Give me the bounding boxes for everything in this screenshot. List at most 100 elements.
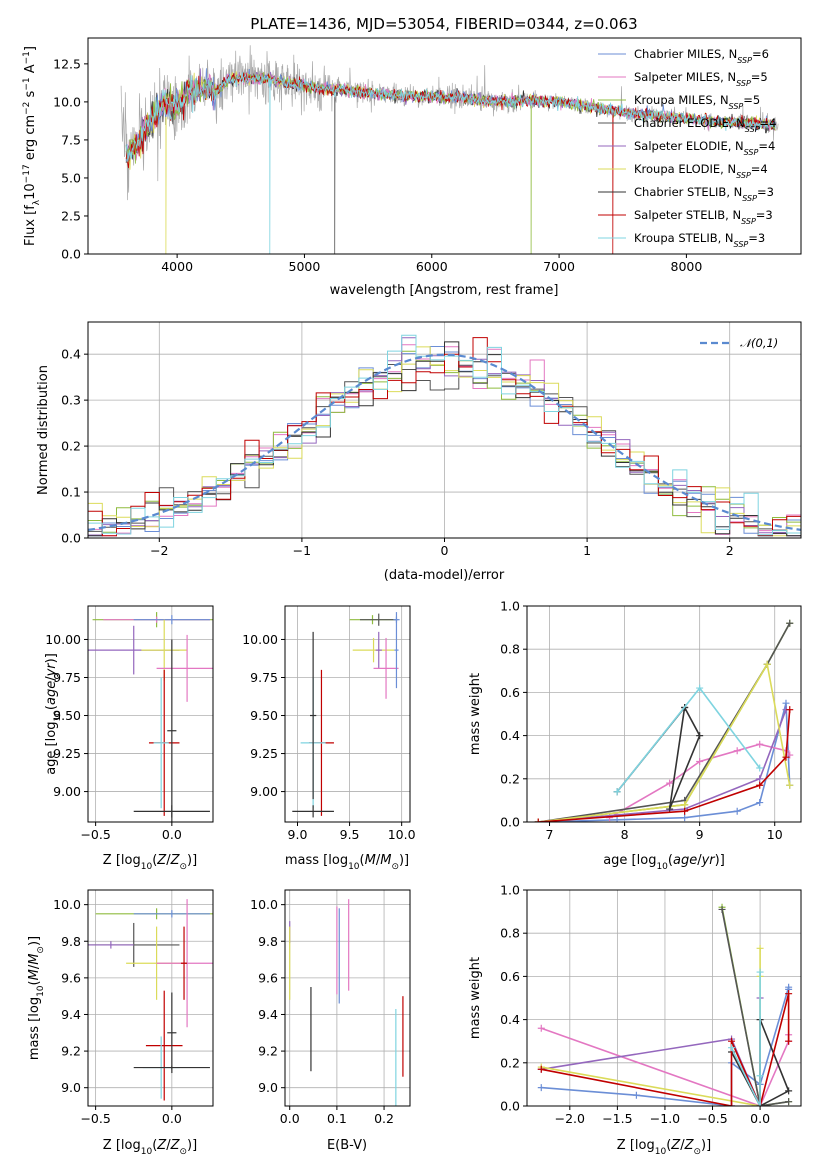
x-tick-label: 7: [546, 827, 554, 842]
weight-marker: [718, 905, 726, 913]
y-axis-label: mass [log10(M/M⊙)]: [27, 936, 46, 1060]
plot-area: [285, 890, 410, 1106]
y-tick-label: 9.25: [250, 746, 278, 761]
y-tick-label: 9.75: [250, 670, 278, 685]
axes-frame: [87, 321, 802, 539]
weight-marker: [613, 816, 621, 822]
plot-area: [527, 606, 801, 822]
y-tick-label: 0.2: [500, 771, 520, 786]
plot-area: [88, 322, 801, 538]
histogram-3: [88, 364, 801, 537]
x-tick-label: −1.5: [602, 1111, 632, 1126]
figure-title: PLATE=1436, MJD=53054, FIBERID=0344, z=0…: [250, 15, 637, 33]
weight-marker: [756, 764, 764, 772]
plot-area: [88, 606, 213, 822]
legend-label: Chabrier MILES, NSSP=6: [634, 47, 769, 65]
y-tick-label: 9.75: [53, 670, 81, 685]
legend-label: Kroupa MILES, NSSP=5: [634, 93, 760, 111]
y-tick-label: 9.2: [61, 1044, 81, 1059]
y-tick-label: 9.2: [258, 1044, 278, 1059]
y-tick-label: 0.2: [500, 1055, 520, 1070]
x-tick-label: 2: [726, 543, 734, 558]
weight-marker: [756, 1102, 764, 1106]
mass-vs-ebv-panel: 0.0 0.1 0.2 9.0 9.2 9.4 9.6 9.8 10.0 E(B-V): [250, 889, 411, 1153]
histogram-2: [88, 350, 801, 537]
weight-marker: [666, 779, 674, 787]
histogram-4: [88, 337, 801, 537]
y-tick-label: 0.3: [61, 393, 81, 408]
histogram-1: [88, 344, 801, 537]
x-tick-label: 7000: [543, 259, 575, 274]
x-tick-label: −0.5: [80, 827, 110, 842]
x-axis-label: E(B-V): [327, 1138, 367, 1153]
weight-series-6: [616, 706, 701, 810]
x-axis-label: Z [log10(Z/Z⊙)]: [103, 853, 197, 872]
x-tick-label: 6000: [416, 259, 448, 274]
weight-series-7: [541, 993, 790, 1106]
weight-marker: [666, 805, 674, 813]
weight-marker: [756, 799, 764, 807]
weight-marker: [696, 684, 704, 692]
x-tick-label: 0.0: [750, 1111, 770, 1126]
y-tick-label: 0.0: [500, 815, 520, 830]
x-tick-label: 9: [696, 827, 704, 842]
x-axis-label: (data-model)/error: [384, 568, 505, 583]
massweight-vs-metallicity-panel: −2.0 −1.5 −1.0 −0.5 0.0 0.0 0.2 0.4 0.6 0.8 1.0 Z […: [468, 883, 802, 1157]
y-tick-label: 0.6: [500, 969, 520, 984]
weight-marker: [728, 1044, 736, 1052]
weight-marker: [785, 1037, 793, 1045]
y-tick-label: 5.0: [61, 170, 81, 185]
weight-series-5: [541, 948, 761, 1106]
weight-marker: [537, 1024, 545, 1032]
x-tick-label: 0.0: [162, 827, 182, 842]
plot-area: [527, 890, 801, 1106]
weight-marker: [786, 751, 794, 759]
x-tick-label: 0.0: [280, 1111, 300, 1126]
histogram-8: [88, 334, 801, 536]
y-axis-label: Flux [fλ10−17 erg cm−2 s−1 A−1]: [22, 46, 42, 246]
weight-marker: [537, 1084, 545, 1092]
weight-series-5: [538, 662, 791, 822]
y-tick-label: 0.4: [500, 728, 520, 743]
weight-series-8: [616, 686, 761, 793]
x-tick-label: 0.2: [374, 1111, 394, 1126]
normal-reference-curve: [88, 353, 801, 531]
x-tick-label: −0.5: [80, 1111, 110, 1126]
x-tick-label: 0: [441, 543, 449, 558]
y-tick-label: 9.00: [53, 784, 81, 799]
y-tick-label: 10.0: [250, 897, 278, 912]
weight-marker: [613, 788, 621, 796]
weight-marker: [785, 1098, 793, 1106]
massweight-vs-age-panel: 7 8 9 10 0.0 0.2 0.4 0.6 0.8 1.0 age [log10(age/yr…: [468, 599, 802, 872]
weight-marker: [733, 747, 741, 755]
weight-marker: [534, 818, 542, 822]
axes-frame: [87, 37, 802, 255]
weight-marker: [681, 814, 689, 822]
axes-frame: [284, 605, 411, 823]
y-tick-label: 10.00: [45, 632, 81, 647]
weight-marker: [681, 807, 689, 815]
y-tick-label: 9.6: [61, 970, 81, 985]
y-tick-label: 10.0: [53, 94, 81, 109]
y-tick-label: 10.0: [53, 897, 81, 912]
weight-marker: [733, 807, 741, 815]
y-axis-label: mass weight: [468, 673, 483, 755]
y-tick-label: 2.5: [61, 208, 81, 223]
legend-label: Salpeter STELIB, NSSP=3: [634, 208, 773, 226]
weight-marker: [763, 660, 771, 668]
weight-marker: [756, 740, 764, 748]
spectrum-panel: 4000 5000 6000 7000 8000 0.0 2.5 5.0 7.5 10.0 12.5…: [22, 37, 802, 298]
axes-frame: [87, 889, 214, 1107]
histogram-5: [88, 346, 801, 537]
residual-histogram-panel: −2 −1 0 1 2 0.0 0.1 0.2 0.3 0.4 𝒩(0,1) (data-model)…: [36, 321, 802, 583]
y-tick-label: 0.0: [500, 1099, 520, 1114]
y-tick-label: 9.00: [250, 784, 278, 799]
x-tick-label: 0.1: [327, 1111, 347, 1126]
y-tick-label: 9.4: [61, 1007, 81, 1022]
age-vs-metallicity-panel: −0.5 0.0 9.00 9.25 9.50 9.75 10.00 Z [log10(Z/Z…: [44, 605, 214, 872]
weight-marker: [696, 758, 704, 766]
weight-marker: [786, 619, 794, 627]
y-tick-label: 0.8: [500, 642, 520, 657]
weight-marker: [785, 990, 793, 998]
